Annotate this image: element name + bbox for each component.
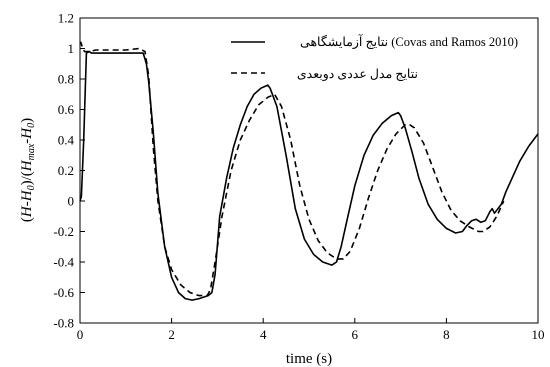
- legend-label-experimental: نتایج آزمایشگاهی (Covas and Ramos 2010): [300, 33, 518, 50]
- y-tick-label: -0.8: [53, 316, 74, 331]
- y-tick-label: -0.6: [53, 285, 74, 300]
- plot-area: [79, 17, 539, 324]
- x-tick-label: 8: [443, 327, 450, 342]
- series-layer: [79, 41, 539, 301]
- series-line-numerical: [79, 41, 505, 297]
- y-tick-label: -0.2: [53, 224, 74, 239]
- y-tick-label: 0.4: [58, 133, 75, 148]
- y-tick-label: 0: [68, 194, 75, 209]
- x-tick-label: 2: [168, 327, 175, 342]
- x-tick-label: 6: [352, 327, 359, 342]
- y-tick-label: 0.2: [58, 163, 74, 178]
- y-tick-label: 1.2: [58, 11, 74, 26]
- legend-label-numerical: نتایج مدل عددی دوبعدی: [297, 67, 418, 82]
- y-tick-label: 0.8: [58, 72, 74, 87]
- x-axis-ticks: 0 2 4 6 8 10: [77, 318, 545, 342]
- x-tick-label: 4: [260, 327, 267, 342]
- x-tick-label: 0: [77, 327, 84, 342]
- y-tick-label: 0.6: [58, 102, 75, 117]
- x-axis-title: time (s): [286, 351, 332, 367]
- x-tick-label: 10: [532, 327, 545, 342]
- legend: نتایج آزمایشگاهی (Covas and Ramos 2010) …: [231, 33, 518, 82]
- y-tick-label: 1: [68, 41, 75, 56]
- series-line-experimental: [79, 50, 539, 301]
- y-tick-label: -0.4: [53, 255, 74, 270]
- y-axis-title: (H-H0)/(Hmax-H0): [19, 118, 37, 222]
